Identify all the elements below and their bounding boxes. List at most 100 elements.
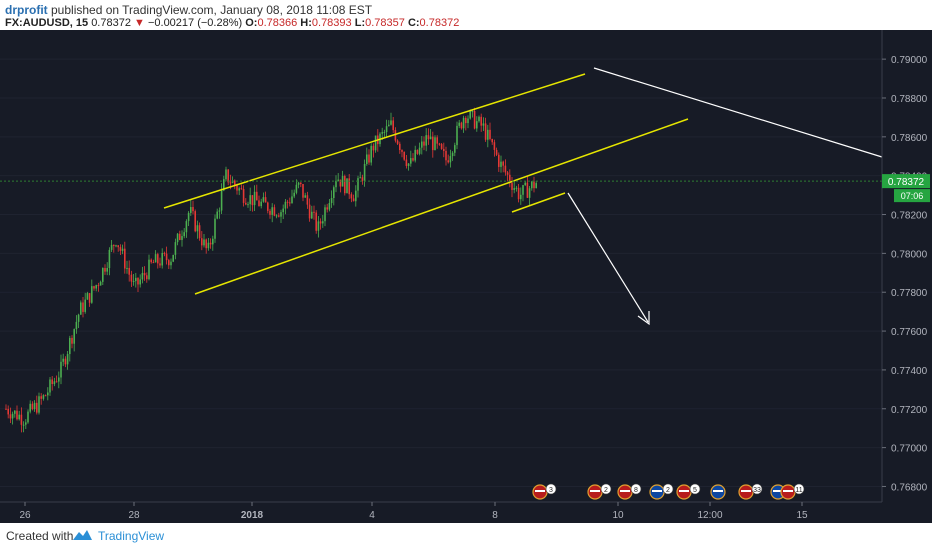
drawings[interactable] xyxy=(0,67,883,326)
candle-body xyxy=(495,149,498,155)
candle-body xyxy=(203,239,205,246)
candle-body xyxy=(531,181,533,189)
candle-body xyxy=(126,267,128,269)
candle-body xyxy=(99,281,102,286)
candle-body xyxy=(38,396,40,413)
candle-body xyxy=(414,149,416,161)
arrow-head-icon xyxy=(637,311,650,326)
time-tick-label: 10 xyxy=(612,510,624,521)
candle-body xyxy=(328,203,331,210)
event-count-badge xyxy=(689,483,701,495)
us-flag-icon[interactable]: 33 xyxy=(738,483,763,500)
time-tick-label: 2018 xyxy=(241,510,264,521)
us-flag-icon[interactable]: 11 xyxy=(780,483,805,500)
candle-body xyxy=(445,150,447,161)
publish-line: drprofit published on TradingView.com, J… xyxy=(5,3,372,17)
footer: Created with TradingView xyxy=(0,523,932,550)
candle-body xyxy=(86,293,89,300)
tradingview-brand[interactable]: TradingView xyxy=(98,529,165,543)
event-count-badge xyxy=(751,483,763,495)
high-value: 0.78393 xyxy=(311,17,352,29)
candle-body xyxy=(335,180,337,188)
au-flag-icon[interactable]: 2 xyxy=(649,483,674,500)
candle-body xyxy=(196,225,199,232)
us-flag-icon[interactable]: 2 xyxy=(587,483,612,500)
flag-stripe xyxy=(590,490,600,492)
candle-body xyxy=(154,254,157,263)
candle-body xyxy=(300,182,302,185)
event-count-label: 3 xyxy=(549,487,553,494)
candle-body xyxy=(447,160,449,163)
event-markers[interactable]: 3 2 8 2 5 33 11 xyxy=(532,483,805,500)
candle-body xyxy=(478,116,480,122)
candle-body xyxy=(42,395,45,399)
candle-body xyxy=(60,361,62,378)
candle-body xyxy=(480,116,482,126)
time-tick-label: 12:00 xyxy=(697,510,722,521)
candle-body xyxy=(311,211,313,219)
candle-body xyxy=(18,414,20,420)
candle-body xyxy=(27,411,29,423)
candle-body xyxy=(286,201,289,203)
price-tick-label: 0.78600 xyxy=(891,133,928,144)
candle-body xyxy=(106,268,108,272)
candle-body xyxy=(440,144,443,149)
candle-body xyxy=(465,117,467,124)
close-label: C: xyxy=(407,17,420,29)
high-label: H: xyxy=(300,17,312,29)
candle-body xyxy=(487,129,489,140)
candle-body xyxy=(53,381,56,385)
last-price-label: 0.78372 xyxy=(888,177,925,188)
upper-channel-line[interactable] xyxy=(163,73,586,209)
candle-body xyxy=(458,122,460,126)
candle-body xyxy=(348,178,350,195)
candle-body xyxy=(141,272,144,280)
candle-body xyxy=(271,207,273,215)
candle-body xyxy=(363,163,366,181)
candle-body xyxy=(308,204,311,219)
candle-body xyxy=(339,179,342,187)
candle-body xyxy=(315,212,317,231)
us-flag-icon[interactable]: 5 xyxy=(676,483,701,500)
candle-body xyxy=(418,147,421,154)
candle-body xyxy=(370,145,372,163)
down-projection-arrow[interactable] xyxy=(567,192,649,323)
candle-body xyxy=(489,129,491,139)
candle-body xyxy=(163,252,166,254)
short-support-line[interactable] xyxy=(511,192,566,213)
flag-stripe xyxy=(773,490,783,492)
candle-body xyxy=(22,424,25,426)
candle-body xyxy=(251,195,254,206)
candle-body xyxy=(449,156,452,163)
candle-body xyxy=(260,201,262,207)
candle-body xyxy=(62,358,64,362)
candle-body xyxy=(454,145,456,153)
candle-body xyxy=(55,381,58,383)
event-count-label: 8 xyxy=(634,487,638,494)
candle-body xyxy=(374,135,377,151)
candle-body xyxy=(179,233,181,240)
candle-body xyxy=(278,215,280,217)
candle-body xyxy=(253,191,256,206)
candle-body xyxy=(66,354,69,365)
price-axis[interactable]: 0.790000.788000.786000.784000.782000.780… xyxy=(881,30,930,502)
author-name[interactable]: drprofit xyxy=(5,3,48,17)
time-axis[interactable]: 26 28 2018 4 8 10 12:00 15 xyxy=(0,501,882,521)
long-projection-line[interactable] xyxy=(593,67,883,158)
candle-body xyxy=(403,151,405,160)
event-count-badge xyxy=(793,483,805,495)
price-tick-label: 0.77600 xyxy=(891,327,928,338)
us-flag-icon[interactable]: 8 xyxy=(617,483,642,500)
us-flag-icon[interactable]: 3 xyxy=(532,483,557,500)
candle-body xyxy=(58,377,60,382)
au-flag-icon[interactable] xyxy=(710,484,726,500)
price-tick-label: 0.78000 xyxy=(891,249,928,260)
lower-channel-line[interactable] xyxy=(194,118,689,295)
open-value: 0.78366 xyxy=(257,17,298,29)
candle-body xyxy=(511,183,513,190)
candle-body xyxy=(524,182,526,186)
candle-body xyxy=(198,225,201,239)
candle-body xyxy=(423,141,425,146)
